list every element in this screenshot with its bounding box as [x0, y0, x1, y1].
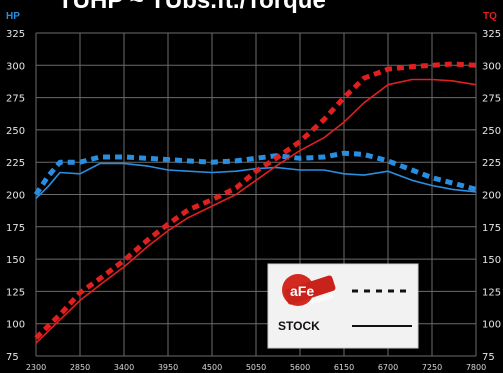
x-tick-label: 7250: [422, 363, 442, 372]
y-axis-label-left: HP: [6, 11, 20, 22]
y-axis-label-right: TQ: [483, 11, 497, 22]
y-left-tick-label: 125: [6, 287, 25, 298]
x-tick-label: 3400: [114, 363, 134, 372]
x-tick-label: 5600: [290, 363, 310, 372]
x-ticks: 2300 2850 3400 3950 4500 5050 5600 6150 6700 7250…: [26, 363, 486, 372]
x-tick-label: 2300: [26, 363, 46, 372]
afe-logo-text: aFe: [290, 283, 314, 299]
y-left-tick-label: 300: [6, 61, 25, 72]
y-right-tick-label: 250: [482, 126, 501, 137]
y-right-tick-label: 100: [482, 320, 501, 331]
y-right-tick-label: 325: [482, 29, 501, 40]
torque-afe-line: [34, 61, 477, 340]
y-left-tick-label: 250: [6, 126, 25, 137]
y-right-tick-label: 75: [482, 352, 495, 363]
y-left-tick-label: 275: [6, 94, 25, 105]
y-left-tick-label: 75: [6, 352, 19, 363]
x-tick-label: 3950: [158, 363, 178, 372]
y-left-ticks: 75 100 125 150 175 200 225 250 275 300 325: [6, 29, 25, 363]
y-right-tick-label: 275: [482, 94, 501, 105]
y-left-tick-label: 200: [6, 191, 25, 202]
x-tick-label: 5050: [246, 363, 266, 372]
grid: [35, 32, 477, 357]
torque-stock-line: [35, 78, 477, 344]
y-left-tick-label: 325: [6, 29, 25, 40]
hp-stock-line: [35, 162, 477, 199]
legend-stock-label: STOCK: [278, 319, 320, 333]
y-left-tick-label: 150: [6, 255, 25, 266]
x-tick-label: 4500: [202, 363, 222, 372]
y-left-tick-label: 100: [6, 320, 25, 331]
x-tick-label: 2850: [70, 363, 90, 372]
series-layer: [33, 61, 477, 344]
x-tick-label: 6150: [334, 363, 354, 372]
y-right-tick-label: 200: [482, 191, 501, 202]
legend-box: [267, 263, 419, 349]
y-right-tick-label: 125: [482, 287, 501, 298]
y-right-tick-label: 225: [482, 158, 501, 169]
x-tick-label: 7800: [466, 363, 486, 372]
y-left-tick-label: 175: [6, 223, 25, 234]
y-right-tick-label: 300: [482, 61, 501, 72]
y-left-tick-label: 225: [6, 158, 25, 169]
legend: aFe POWER STOCK: [267, 263, 419, 349]
x-tick-label: 6700: [378, 363, 398, 372]
y-right-tick-label: 175: [482, 223, 501, 234]
y-right-ticks: 75 100 125 150 175 200 225 250 275 300 325: [482, 29, 501, 363]
chart-title-fragment: TUHP ~ TUbs.ft./Torque: [58, 0, 326, 14]
y-right-tick-label: 150: [482, 255, 501, 266]
